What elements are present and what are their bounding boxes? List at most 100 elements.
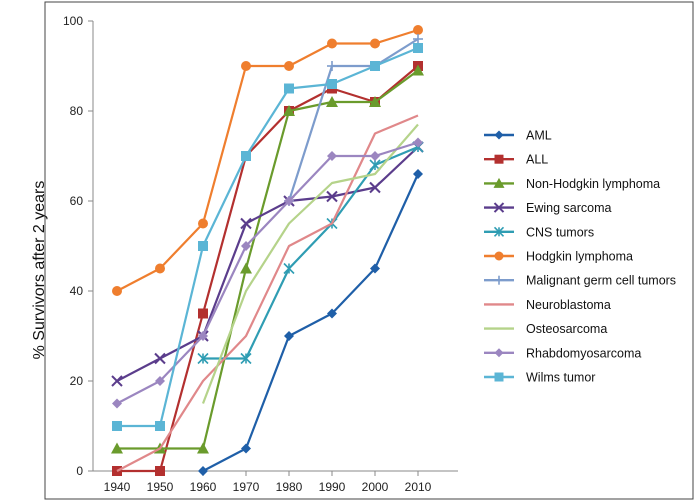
- series-point: [369, 181, 381, 194]
- y-tick-label: 20: [70, 374, 84, 388]
- series-point: [155, 421, 165, 431]
- y-tick-label: 0: [76, 464, 83, 478]
- series-point: [241, 241, 251, 251]
- x-tick-label: 1960: [190, 480, 217, 494]
- series-neuroblastoma: [116, 114, 419, 472]
- series-wilms-tumor: [112, 43, 423, 431]
- series-point: [240, 217, 252, 230]
- series-point: [112, 421, 122, 431]
- series-line: [117, 69, 419, 450]
- series-point: [494, 154, 504, 164]
- series-point: [283, 105, 295, 116]
- series-point: [240, 262, 252, 274]
- legend-label: ALL: [526, 153, 548, 167]
- series-point: [493, 177, 505, 188]
- x-tick-label: 1950: [147, 480, 174, 494]
- series-point: [327, 61, 337, 71]
- series-point: [155, 263, 165, 274]
- series-point: [413, 34, 423, 44]
- series-point: [283, 262, 295, 275]
- series-point: [412, 64, 424, 76]
- legend-item: Neuroblastoma: [484, 298, 611, 312]
- series-rhabdomyosarcoma: [112, 137, 423, 409]
- series-point: [111, 442, 123, 454]
- series-point: [370, 263, 380, 274]
- series-point: [198, 308, 208, 319]
- legend-item: ALL: [484, 153, 548, 167]
- legend-label: Rhabdomyosarcoma: [526, 346, 641, 360]
- series-point: [494, 275, 504, 285]
- legend-item: Malignant germ cell tumors: [484, 274, 676, 288]
- series-line: [203, 145, 419, 360]
- series-point: [327, 151, 337, 161]
- series-point: [240, 352, 252, 365]
- series-hodgkin-lymphoma: [112, 25, 423, 296]
- series-point: [327, 308, 337, 319]
- x-tick-label: 1970: [233, 480, 260, 494]
- series-point: [198, 218, 208, 229]
- series-point: [369, 96, 381, 107]
- series-point: [154, 352, 166, 365]
- x-tick-label: 2010: [405, 480, 432, 494]
- series-point: [284, 196, 294, 206]
- series-line: [117, 65, 419, 473]
- series-point: [197, 442, 209, 454]
- legend-item: Non-Hodgkin lymphoma: [484, 177, 660, 191]
- x-tick-label: 1980: [276, 480, 303, 494]
- legend-label: Neuroblastoma: [526, 298, 611, 312]
- series-point: [326, 190, 338, 203]
- series-line: [117, 46, 419, 428]
- series-point: [326, 96, 338, 107]
- y-axis-label: % Survivors after 2 years: [31, 181, 48, 360]
- legend-item: AML: [484, 129, 552, 143]
- series-non-hodgkin-lymphoma: [111, 64, 424, 454]
- series-point: [284, 83, 294, 94]
- legend-label: Osteosarcoma: [526, 322, 607, 336]
- series-point: [413, 25, 423, 35]
- legend-item: Rhabdomyosarcoma: [484, 346, 641, 360]
- series-point: [370, 151, 380, 161]
- series-line: [116, 141, 419, 405]
- legend-item: Ewing sarcoma: [484, 201, 611, 215]
- legend-item: Osteosarcoma: [484, 322, 607, 336]
- series-point: [198, 331, 208, 341]
- legend-item: Wilms tumor: [484, 371, 595, 385]
- series-line: [202, 173, 420, 472]
- y-tick-label: 40: [70, 284, 84, 298]
- series-point: [370, 38, 380, 49]
- series-point: [284, 61, 294, 71]
- series-point: [494, 348, 504, 358]
- series-point: [494, 251, 504, 261]
- series-point: [370, 61, 380, 71]
- series-point: [112, 286, 122, 296]
- series-point: [413, 169, 423, 179]
- y-tick-label: 60: [70, 194, 84, 208]
- series-point: [284, 331, 294, 341]
- series-point: [327, 79, 337, 89]
- series-point: [494, 130, 504, 140]
- series-line: [201, 123, 419, 404]
- series-point: [413, 43, 423, 53]
- legend-label: Malignant germ cell tumors: [526, 274, 676, 288]
- y-tick-label: 100: [63, 14, 83, 28]
- legend-label: Ewing sarcoma: [526, 201, 611, 215]
- x-tick-label: 1990: [319, 480, 346, 494]
- legend-item: CNS tumors: [484, 225, 594, 239]
- series-point: [198, 466, 208, 476]
- legend-label: AML: [526, 129, 552, 143]
- series-point: [493, 202, 505, 213]
- series-point: [197, 352, 209, 365]
- series-point: [155, 466, 165, 476]
- y-axis-label-group: % Survivors after 2 years: [31, 181, 48, 360]
- legend-label: Hodgkin lymphoma: [526, 250, 633, 264]
- series-point: [493, 226, 505, 237]
- x-tick-label: 1940: [104, 480, 131, 494]
- chart-frame: [44, 1, 694, 500]
- series-point: [494, 372, 504, 382]
- legend-label: CNS tumors: [526, 225, 594, 239]
- series-point: [111, 375, 123, 387]
- y-tick-label: 80: [70, 104, 84, 118]
- series-point: [369, 159, 381, 171]
